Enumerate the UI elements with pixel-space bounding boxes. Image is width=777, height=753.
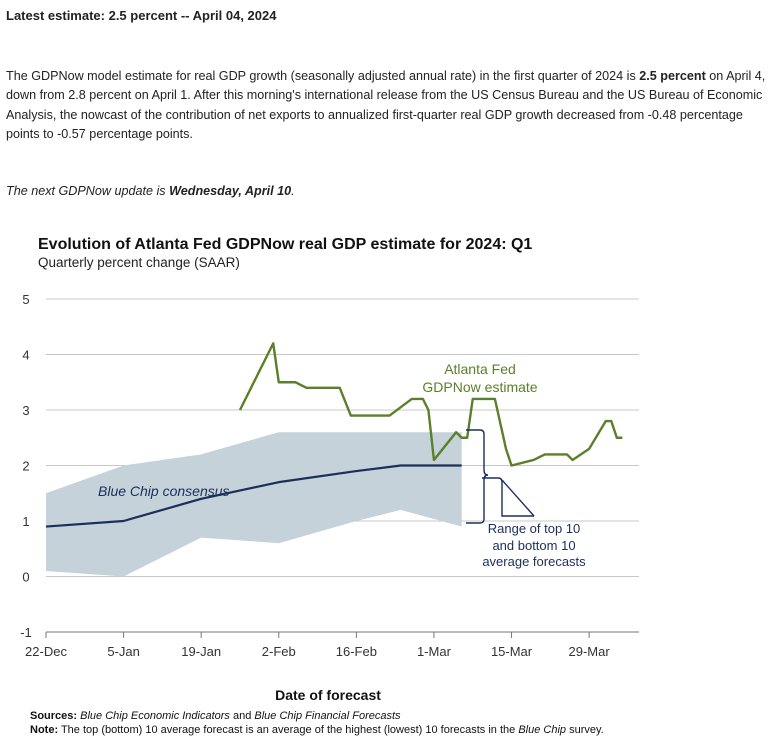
note-text-a: The top (bottom) 10 average forecast is … <box>58 723 519 736</box>
axis-layer: -1 0 1 2 3 4 5 22-Dec 5-Jan 19-Jan 2-Feb 16-Feb 1-Ma… <box>20 292 639 659</box>
x-tick-label: 5-Jan <box>107 644 140 659</box>
bluechip-consensus-line <box>45 464 462 528</box>
range-label-line3: average forecasts <box>482 554 586 569</box>
range-label-line1: Range of top 10 <box>488 521 581 536</box>
gdpnow-label-line2: GDPNow estimate <box>422 379 537 395</box>
y-tick-label: -1 <box>20 625 32 640</box>
note-label: Note: <box>30 723 59 736</box>
x-tick-label: 22-Dec <box>25 644 67 659</box>
x-tick-label: 19-Jan <box>181 644 221 659</box>
range-bracket-lower <box>482 477 534 517</box>
next-update-prefix: The next GDPNow update is <box>6 184 170 198</box>
y-tick-label: 1 <box>22 514 29 529</box>
sources-line: Sources: Blue Chip Economic Indicators a… <box>30 710 630 724</box>
y-tick-label: 4 <box>22 348 29 363</box>
next-update-date: Wednesday, April 10 <box>169 184 292 198</box>
sources-label: Sources: <box>30 710 78 722</box>
y-tick-label: 0 <box>22 570 29 585</box>
next-update-suffix: . <box>291 184 295 198</box>
range-connector <box>501 479 535 517</box>
summary-paragraph: The GDPNow model estimate for real GDP g… <box>6 67 772 144</box>
chart-title: Evolution of Atlanta Fed GDPNow real GDP… <box>38 236 532 253</box>
next-update-line: The next GDPNow update is Wednesday, Apr… <box>6 184 295 198</box>
range-bracket-upper <box>466 429 489 524</box>
source-b: Blue Chip Financial Forecasts <box>254 710 401 722</box>
forecast-range-band <box>46 432 462 577</box>
x-tick-label: 15-Mar <box>491 644 533 659</box>
forecast-range-band-layer <box>46 432 462 577</box>
note-text-b: Blue Chip <box>518 723 567 736</box>
summary-text-1: The GDPNow model estimate for real GDP g… <box>6 69 640 83</box>
summary-estimate-value: 2.5 percent <box>639 69 706 83</box>
x-tick-label: 2-Feb <box>262 644 296 659</box>
note-line: Note: The top (bottom) 10 average foreca… <box>30 724 630 738</box>
x-axis-label: Date of forecast <box>275 687 381 703</box>
gdpnow-estimate-line <box>238 342 623 467</box>
latest-estimate-heading: Latest estimate: 2.5 percent -- April 04… <box>6 8 277 23</box>
series-layer <box>45 342 623 528</box>
footnote: Sources: Blue Chip Economic Indicators a… <box>30 710 630 737</box>
chart-subtitle: Quarterly percent change (SAAR) <box>38 255 240 270</box>
y-tick-label: 5 <box>22 292 29 307</box>
note-text-c: survey. <box>566 723 604 736</box>
y-tick-label: 2 <box>22 459 29 474</box>
sources-and: and <box>229 710 255 722</box>
gdpnow-label-line1: Atlanta Fed <box>444 361 516 377</box>
bluechip-label: Blue Chip consensus <box>98 483 230 499</box>
source-a: Blue Chip Economic Indicators <box>80 710 230 722</box>
annotation-layer: Atlanta Fed GDPNow estimate Blue Chip co… <box>98 361 586 569</box>
y-tick-label: 3 <box>22 403 29 418</box>
x-tick-label: 29-Mar <box>569 644 611 659</box>
range-label-line2: and bottom 10 <box>492 538 575 553</box>
x-tick-label: 16-Feb <box>336 644 377 659</box>
x-tick-label: 1-Mar <box>417 644 452 659</box>
summary-text-2: on April 4, down from 2.8 percent on Apr… <box>6 69 766 141</box>
